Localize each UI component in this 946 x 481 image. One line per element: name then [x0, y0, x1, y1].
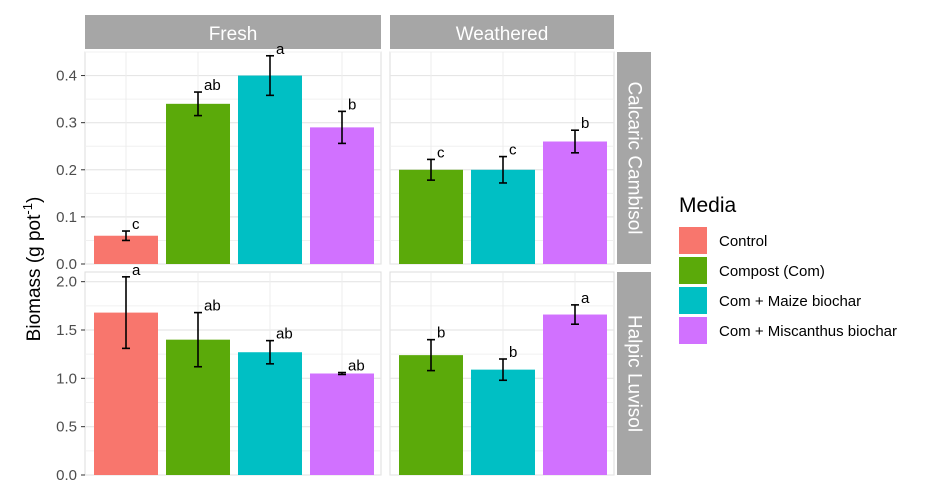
legend-label-com-maize-biochar: Com + Maize biochar: [719, 293, 861, 310]
error-bar: [499, 155, 507, 184]
significance-label: c: [509, 142, 517, 159]
legend-label-compost-com-: Compost (Com): [719, 263, 825, 280]
y-tick-label: 2.0: [56, 274, 77, 291]
strip-label-calcaric-cambisol: Calcaric Cambisol: [624, 81, 645, 234]
strip-calcaric-cambisol: [617, 52, 651, 264]
strip-fresh: [85, 15, 381, 49]
bar-com-miscanthus-biochar: [310, 127, 374, 264]
error-bar: [571, 129, 579, 154]
panel-weathered-1: b b a: [389, 271, 615, 476]
bar-com-miscanthus-biochar: [543, 141, 607, 264]
significance-label: a: [581, 290, 590, 307]
legend-swatch-control: [679, 227, 707, 254]
bar-compost-com-: [166, 103, 230, 264]
error-bar: [427, 338, 435, 372]
error-bar: [194, 91, 202, 117]
strip-weathered: [390, 15, 614, 49]
error-bar: [194, 311, 202, 368]
significance-label: b: [348, 96, 356, 113]
y-tick-label: 0.0: [56, 256, 77, 273]
legend-label-control: Control: [719, 233, 767, 250]
significance-label: ab: [204, 298, 221, 315]
y-tick-label: 0.4: [56, 68, 77, 85]
legend-title: Media: [679, 194, 737, 217]
error-bar: [122, 230, 130, 242]
bar-com-maize-biochar: [471, 369, 535, 475]
strip-halpic-luvisol: [617, 272, 651, 475]
significance-label: b: [437, 325, 445, 342]
significance-label: c: [132, 216, 140, 233]
bar-com-maize-biochar: [238, 352, 302, 475]
significance-label: a: [132, 262, 141, 279]
significance-label: c: [437, 144, 445, 161]
y-tick-label: 0.2: [56, 162, 77, 179]
y-tick-label: 1.5: [56, 322, 77, 339]
strip-label-weathered: Weathered: [456, 24, 549, 45]
y-tick-label: 0.5: [56, 419, 77, 436]
significance-label: ab: [348, 358, 365, 375]
error-bar: [571, 304, 579, 326]
bar-compost-com-: [399, 169, 463, 264]
legend-label-com-miscanthus-biochar: Com + Miscanthus biochar: [719, 323, 897, 340]
significance-label: ab: [276, 326, 293, 343]
significance-label: b: [581, 115, 589, 132]
bar-com-maize-biochar: [471, 169, 535, 264]
error-bar: [266, 54, 274, 97]
bar-com-miscanthus-biochar: [543, 314, 607, 475]
y-axis-label-superscript: -1: [20, 203, 35, 215]
strip-label-fresh: Fresh: [209, 24, 258, 45]
error-bar: [266, 339, 274, 365]
y-axis-label-close: ): [24, 197, 45, 203]
bar-com-maize-biochar: [238, 75, 302, 264]
legend-swatch-compost-com-: [679, 257, 707, 284]
legend: Media Control Compost (Com) Com + Maize bio…: [679, 194, 897, 344]
strip-label-halpic-luvisol: Halpic Luvisol: [624, 315, 645, 432]
bar-compost-com-: [399, 355, 463, 475]
error-bar: [427, 158, 435, 181]
error-bar: [499, 358, 507, 382]
legend-swatch-com-maize-biochar: [679, 287, 707, 314]
y-tick-label: 0.3: [56, 115, 77, 132]
y-tick-label: 1.0: [56, 370, 77, 387]
error-bar: [122, 276, 130, 350]
significance-label: b: [509, 344, 517, 361]
significance-label: a: [276, 41, 285, 58]
y-tick-label: 0.0: [56, 467, 77, 481]
significance-label: ab: [204, 77, 221, 94]
y-tick-label: 0.1: [56, 209, 77, 226]
y-axis-label: Biomass (g pot-1): [20, 197, 45, 342]
legend-swatch-com-miscanthus-biochar: [679, 317, 707, 344]
error-bar: [338, 371, 346, 376]
error-bar: [338, 110, 346, 145]
panel-fresh-1: 0.0 0.5 1.0 1.5 2.0 a ab ab ab: [56, 262, 382, 481]
facet-panels: Fresh Weathered Calcaric Cambisol Halpic Lu…: [56, 15, 651, 481]
y-axis-label-main: Biomass (g pot: [24, 214, 45, 341]
panel-weathered-0: c c b: [389, 51, 615, 265]
bar-com-miscanthus-biochar: [310, 373, 374, 475]
